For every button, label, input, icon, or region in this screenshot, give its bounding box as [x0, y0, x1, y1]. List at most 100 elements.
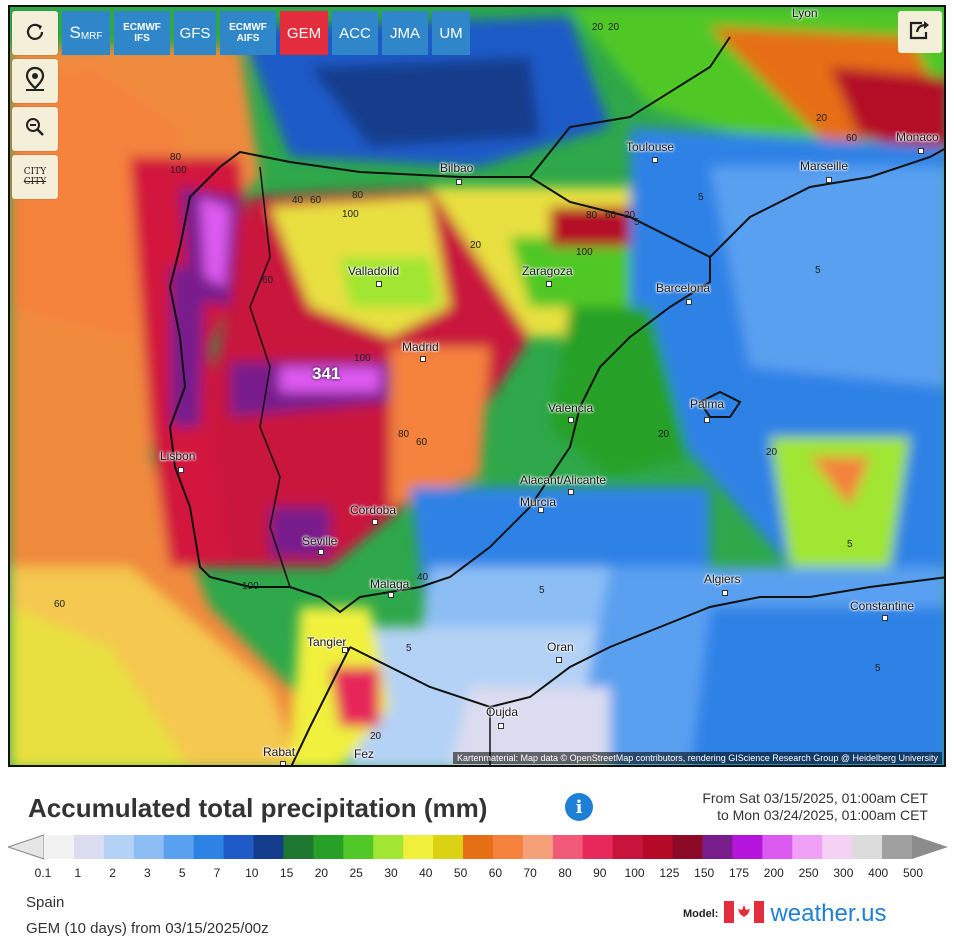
- city-marker: [882, 615, 888, 621]
- max-value-label: 341: [312, 364, 341, 383]
- city-label: Bilbao: [440, 161, 474, 175]
- contour-label: 100: [342, 209, 359, 220]
- reload-button[interactable]: [12, 11, 58, 55]
- tab-jma[interactable]: JMA: [382, 11, 428, 55]
- location-button[interactable]: [12, 59, 58, 103]
- legend-swatch: [582, 835, 614, 859]
- city-label: Toulouse: [626, 140, 675, 154]
- city-marker: [178, 467, 184, 473]
- legend-tick-label: 2: [109, 866, 116, 880]
- tab-ecmwf-ifs[interactable]: ECMWF IFS: [114, 11, 170, 55]
- tab-sublabel: IFS: [134, 33, 150, 44]
- tab-sublabel: MRF: [80, 30, 103, 42]
- tab-gfs[interactable]: GFS: [174, 11, 216, 55]
- precipitation-map[interactable]: 20 80 100 40 60 80 100 80 60 20 100 60 5…: [8, 5, 946, 767]
- color-legend: [8, 834, 948, 860]
- city-marker: [388, 592, 394, 598]
- tab-label: GEM: [286, 24, 322, 42]
- legend-tick-label: 20: [314, 866, 329, 880]
- contour-label: 5: [634, 217, 640, 228]
- precipitation-field: [10, 7, 944, 765]
- city-labels-toggle[interactable]: CITY CITY: [12, 155, 58, 199]
- city-marker: [686, 299, 692, 305]
- contour-label: 20: [658, 429, 670, 440]
- legend-swatch: [762, 835, 793, 859]
- tab-acc[interactable]: ACC: [332, 11, 378, 55]
- contour-label: 100: [242, 581, 259, 592]
- city-marker: [652, 157, 658, 163]
- city-label: Zaragoza: [522, 264, 573, 278]
- legend-tick-label: 0.1: [34, 866, 52, 880]
- tab-label: JMA: [390, 24, 420, 42]
- legend-swatch: [133, 835, 165, 859]
- tab-smrf[interactable]: S MRF: [62, 11, 110, 55]
- model-logo[interactable]: Model: weather.us: [683, 900, 887, 928]
- legend-tick-label: 1: [74, 866, 82, 880]
- contour-label: 20: [608, 22, 620, 33]
- legend-swatch: [223, 835, 255, 859]
- city-label: Córdoba: [350, 503, 397, 517]
- city-label: Palma: [690, 397, 725, 411]
- city-marker: [420, 356, 426, 362]
- legend-tick-label: 5: [178, 866, 186, 880]
- city-label: Lisbon: [160, 449, 196, 463]
- legend-tick-label: 15: [279, 866, 294, 880]
- tab-label: S: [69, 23, 81, 42]
- contour-label: 5: [815, 265, 821, 276]
- page-title: Accumulated total precipitation (mm): [28, 793, 488, 823]
- city-marker: [546, 281, 552, 287]
- legend-swatch: [612, 835, 644, 859]
- contour-label: 5: [406, 643, 412, 654]
- city-marker: [318, 549, 324, 555]
- city-label: Oujda: [486, 705, 519, 719]
- legend-tick-label: 200: [763, 866, 784, 880]
- city-marker: [918, 148, 924, 154]
- info-icon[interactable]: i: [565, 793, 593, 821]
- legend-swatch: [373, 835, 404, 859]
- model-tabs: S MRF ECMWF IFS GFS ECMWF AIFS GEM ACC JMA …: [62, 11, 470, 55]
- contour-label: 5: [875, 663, 881, 674]
- legend-swatch: [44, 835, 75, 859]
- city-marker: [280, 761, 286, 765]
- contour-label: 60: [262, 275, 274, 286]
- contour-label: 20: [816, 113, 828, 124]
- city-marker: [498, 723, 504, 729]
- legend-swatch: [522, 835, 554, 859]
- legend-swatch: [552, 835, 584, 859]
- contour-label: 20: [766, 447, 778, 458]
- tab-label: ECMWF: [123, 22, 161, 33]
- legend-ticks: 0.1 1 2 3 5 7 10 15 20 25 30 40 50 60 70 80 90 100 125 150 1…: [28, 866, 928, 884]
- city-label: Tangier: [307, 635, 347, 649]
- city-label: Oran: [547, 640, 574, 654]
- legend-swatch: [822, 835, 853, 859]
- legend-swatch: [73, 835, 105, 859]
- legend-swatch: [492, 835, 524, 859]
- zoom-out-button[interactable]: [12, 107, 58, 151]
- canada-flag-icon: [724, 901, 765, 927]
- tab-gem[interactable]: GEM: [280, 11, 328, 55]
- city-label: Marseille: [800, 159, 849, 173]
- legend-tick-label: 70: [523, 866, 537, 880]
- contour-label: 80: [170, 152, 182, 163]
- legend-swatch: [852, 835, 883, 859]
- period-from: From Sat 03/15/2025, 01:00am CET: [702, 790, 928, 806]
- tab-um[interactable]: UM: [432, 11, 470, 55]
- contour-label: 60: [846, 133, 858, 144]
- contour-label: 60: [605, 210, 617, 221]
- model-run-label: GEM (10 days) from 03/15/2025/00z: [26, 920, 269, 937]
- legend-swatch: [313, 835, 344, 859]
- share-button[interactable]: [898, 11, 942, 53]
- legend-tick-label: 7: [213, 866, 221, 880]
- tab-ecmwf-aifs[interactable]: ECMWF AIFS: [220, 11, 276, 55]
- city-label: Valencia: [548, 401, 594, 415]
- legend-swatch: [253, 835, 284, 859]
- contour-label: 100: [576, 247, 593, 258]
- contour-label: 80: [586, 210, 598, 221]
- share-icon: [908, 19, 932, 45]
- contour-label: 80: [352, 190, 364, 201]
- legend-tick-label: 400: [868, 866, 889, 880]
- legend-tick-label: 250: [798, 866, 819, 880]
- city-label: Seville: [302, 534, 338, 548]
- city-marker: [376, 281, 382, 287]
- contour-label: 60: [416, 437, 428, 448]
